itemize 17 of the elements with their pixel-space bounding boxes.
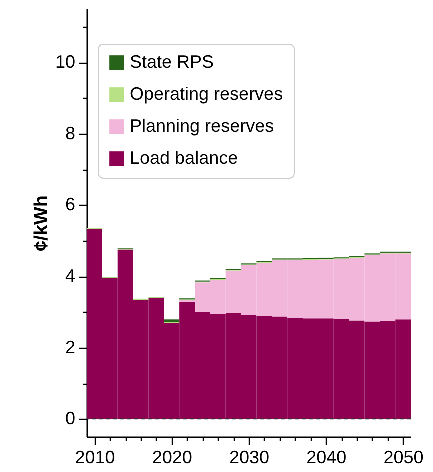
y-tick-label: 6 xyxy=(65,194,76,215)
legend-label: Operating reserves xyxy=(130,84,284,104)
x-tick-label: 2020 xyxy=(152,448,192,468)
legend-label: State RPS xyxy=(130,52,214,72)
y-tick-label: 4 xyxy=(65,266,76,286)
y-tick-label: 0 xyxy=(65,408,76,429)
legend-label: Load balance xyxy=(130,148,238,168)
legend-label: Planning reserves xyxy=(130,116,274,136)
y-tick-label: 10 xyxy=(55,52,76,72)
y-axis-title: ¢/kWh xyxy=(31,196,52,252)
bar xyxy=(164,320,180,322)
x-tick-label: 2040 xyxy=(306,448,347,468)
y-tick-label: 8 xyxy=(65,123,76,144)
x-tick-label: 2050 xyxy=(384,448,424,468)
y-tick-label: 2 xyxy=(65,337,76,358)
x-tick-label: 2010 xyxy=(75,448,116,468)
x-tick-label: 2030 xyxy=(229,448,270,468)
